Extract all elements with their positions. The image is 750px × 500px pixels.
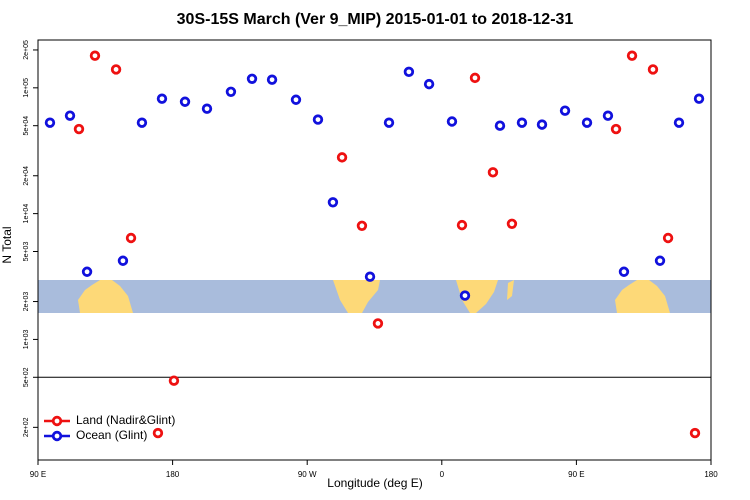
- y-tick-label: 1e+05: [23, 78, 30, 98]
- point: [559, 105, 571, 116]
- point: [689, 427, 701, 439]
- legend-marker: [51, 430, 63, 442]
- point: [125, 232, 137, 244]
- point: [372, 318, 384, 329]
- point: [73, 123, 85, 135]
- point: [81, 266, 93, 277]
- point: [626, 50, 638, 61]
- plot-frame: [37, 39, 712, 461]
- point: [179, 96, 191, 107]
- y-tick-label: 5e+02: [23, 367, 30, 387]
- legend-label: Ocean (Glint): [76, 428, 147, 442]
- point: [356, 220, 368, 232]
- point: [152, 427, 164, 439]
- point: [403, 66, 415, 78]
- point: [117, 255, 129, 266]
- point: [110, 64, 122, 75]
- point: [506, 218, 518, 230]
- point: [136, 117, 148, 128]
- point: [693, 93, 705, 104]
- point: [266, 74, 278, 85]
- y-tick-label: 5e+03: [23, 242, 30, 262]
- point: [423, 78, 435, 90]
- point: [459, 290, 471, 301]
- x-tick-label: 90 E: [30, 470, 46, 479]
- point: [654, 255, 666, 266]
- x-tick-label: 0: [440, 470, 445, 479]
- point: [364, 271, 376, 282]
- point: [312, 114, 324, 125]
- y-axis-label: N Total: [0, 226, 14, 263]
- point: [602, 110, 614, 121]
- y-tick-label: 1e+04: [23, 204, 30, 224]
- point: [336, 152, 348, 163]
- point: [383, 117, 395, 128]
- point: [516, 117, 528, 128]
- point: [168, 375, 180, 386]
- point: [487, 167, 499, 178]
- point: [89, 50, 101, 61]
- chart-title: 30S-15S March (Ver 9_MIP) 2015-01-01 to …: [177, 11, 574, 28]
- point: [156, 93, 168, 104]
- x-tick-label: 90 W: [298, 470, 317, 479]
- point: [446, 116, 458, 127]
- point: [246, 73, 258, 84]
- y-tick-label: 2e+04: [23, 166, 30, 186]
- x-axis-label: Longitude (deg E): [327, 476, 422, 490]
- x-tick-label: 180: [166, 470, 180, 479]
- point: [44, 117, 56, 128]
- y-tick-label: 2e+02: [23, 417, 30, 437]
- legend-label: Land (Nadir&Glint): [76, 413, 175, 427]
- point: [64, 110, 76, 121]
- y-tick-label: 2e+05: [23, 40, 30, 60]
- point: [290, 94, 302, 105]
- point: [662, 232, 674, 244]
- legend-marker: [51, 415, 63, 427]
- point: [610, 123, 622, 135]
- point: [581, 117, 593, 128]
- point: [673, 117, 685, 128]
- x-tick-label: 90 E: [568, 470, 584, 479]
- x-tick-label: 180: [704, 470, 718, 479]
- point: [469, 72, 481, 84]
- point: [225, 86, 237, 97]
- point: [456, 219, 468, 231]
- point: [327, 197, 339, 208]
- point: [536, 119, 548, 130]
- point: [494, 120, 506, 131]
- point: [618, 266, 630, 277]
- map-strip: [38, 280, 711, 313]
- point: [201, 103, 213, 114]
- y-tick-label: 5e+04: [23, 116, 30, 136]
- y-tick-label: 2e+03: [23, 292, 30, 312]
- y-tick-label: 1e+03: [23, 329, 30, 349]
- point: [647, 64, 659, 75]
